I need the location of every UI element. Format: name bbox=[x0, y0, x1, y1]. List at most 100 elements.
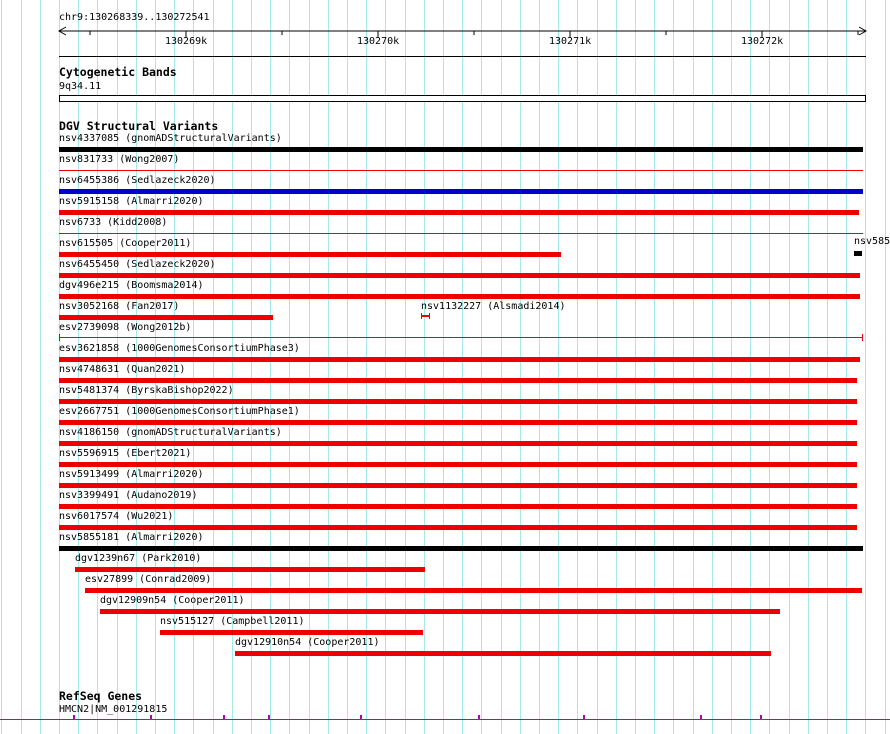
position-label: chr9:130268339..130272541 bbox=[59, 12, 210, 23]
exon-tick[interactable] bbox=[73, 715, 75, 720]
variant-label[interactable]: nsv5481374 (ByrskaBishop2022) bbox=[59, 385, 234, 396]
variant-label[interactable]: dgv1239n67 (Park2010) bbox=[75, 553, 202, 564]
variant-label[interactable]: nsv615505 (Cooper2011) bbox=[59, 238, 192, 249]
variant-label[interactable]: nsv831733 (Wong2007) bbox=[59, 154, 180, 165]
gridline bbox=[366, 0, 368, 734]
variant-bar[interactable] bbox=[59, 189, 863, 194]
gridline bbox=[750, 0, 752, 734]
ruler-tick-label: 130272k bbox=[741, 36, 784, 47]
gridline bbox=[385, 0, 387, 734]
gridline bbox=[308, 0, 310, 734]
variant-label[interactable]: nsv5915158 (Almarri2020) bbox=[59, 196, 204, 207]
variant-bar[interactable] bbox=[59, 147, 863, 152]
variant-bar[interactable] bbox=[59, 420, 857, 425]
variant-bar[interactable] bbox=[854, 251, 862, 256]
variant-label[interactable]: nsv6455386 (Sedlazeck2020) bbox=[59, 175, 216, 186]
variant-label[interactable]: esv2739098 (Wong2012b) bbox=[59, 322, 192, 333]
gridline bbox=[596, 0, 598, 734]
variant-bar[interactable] bbox=[59, 462, 857, 467]
variant-label[interactable]: dgv12909n54 (Cooper2011) bbox=[100, 595, 245, 606]
variant-bar[interactable] bbox=[59, 441, 857, 446]
variant-bar[interactable] bbox=[59, 357, 860, 362]
gridline bbox=[788, 0, 790, 734]
gridline bbox=[59, 0, 60, 734]
variant-bar[interactable] bbox=[59, 294, 860, 299]
variant-bar[interactable] bbox=[59, 483, 857, 488]
variant-bar[interactable] bbox=[160, 630, 423, 635]
variant-label[interactable]: esv3621858 (1000GenomesConsortiumPhase3) bbox=[59, 343, 300, 354]
gridline bbox=[615, 0, 617, 734]
gridline bbox=[692, 0, 694, 734]
exon-tick[interactable] bbox=[223, 715, 225, 720]
gridline bbox=[155, 0, 156, 734]
variant-label[interactable]: esv27899 (Conrad2009) bbox=[85, 574, 212, 585]
variant-bar[interactable] bbox=[59, 233, 863, 234]
variant-label[interactable]: nsv515127 (Campbell2011) bbox=[160, 616, 305, 627]
cytoband-name: 9q34.11 bbox=[59, 81, 102, 92]
variant-label[interactable]: nsv4337085 (gnomADStructuralVariants) bbox=[59, 133, 282, 144]
variant-bar[interactable] bbox=[421, 315, 430, 317]
variant-label[interactable]: nsv6733 (Kidd2008) bbox=[59, 217, 168, 228]
gridline bbox=[193, 0, 195, 734]
variant-bar[interactable] bbox=[59, 334, 60, 341]
variant-label[interactable]: dgv12910n54 (Cooper2011) bbox=[235, 637, 380, 648]
variant-label[interactable]: esv2667751 (1000GenomesConsortiumPhase1) bbox=[59, 406, 300, 417]
gridline bbox=[78, 0, 80, 734]
variant-label[interactable]: nsv6017574 (Wu2021) bbox=[59, 511, 174, 522]
gridline bbox=[327, 0, 329, 734]
gridline bbox=[97, 0, 99, 734]
gridline bbox=[1, 0, 3, 734]
gridline bbox=[231, 0, 233, 734]
variant-bar[interactable] bbox=[59, 210, 859, 215]
gridline bbox=[731, 0, 732, 734]
variant-label[interactable]: nsv4748631 (Quan2021) bbox=[59, 364, 186, 375]
gridline bbox=[212, 0, 214, 734]
variant-bar[interactable] bbox=[100, 609, 780, 614]
ruler bbox=[57, 26, 868, 37]
variant-label[interactable]: nsv3052168 (Fan2017) bbox=[59, 301, 180, 312]
cytoband-bar[interactable] bbox=[59, 95, 866, 102]
variant-bar[interactable] bbox=[59, 399, 857, 404]
refseq-gene-label[interactable]: HMCN2|NM_001291815 bbox=[59, 704, 168, 715]
gridline bbox=[135, 0, 137, 734]
exon-tick[interactable] bbox=[700, 715, 702, 720]
variant-label[interactable]: dgv496e215 (Boomsma2014) bbox=[59, 280, 204, 291]
exon-tick[interactable] bbox=[478, 715, 480, 720]
variant-label[interactable]: nsv6455450 (Sedlazeck2020) bbox=[59, 259, 216, 270]
exon-tick[interactable] bbox=[150, 715, 152, 720]
variant-bar[interactable] bbox=[59, 273, 860, 278]
exon-tick[interactable] bbox=[360, 715, 362, 720]
dgv-title: DGV Structural Variants bbox=[59, 119, 219, 133]
variant-label[interactable]: nsv1132227 (Alsmadi2014) bbox=[421, 301, 566, 312]
variant-bar[interactable] bbox=[59, 546, 863, 551]
variant-bar[interactable] bbox=[862, 334, 863, 341]
variant-bar[interactable] bbox=[59, 525, 857, 530]
gene-line[interactable] bbox=[0, 719, 890, 720]
variant-bar[interactable] bbox=[59, 315, 273, 320]
variant-bar[interactable] bbox=[59, 252, 561, 257]
exon-tick[interactable] bbox=[268, 715, 270, 720]
variant-bar[interactable] bbox=[75, 567, 425, 572]
ruler-tick-label: 130269k bbox=[165, 36, 208, 47]
gridline bbox=[846, 0, 848, 734]
gridline bbox=[174, 0, 176, 734]
variant-bar[interactable] bbox=[59, 170, 863, 171]
variant-bar[interactable] bbox=[59, 378, 857, 383]
variant-label[interactable]: nsv5855181 (Almarri2020) bbox=[59, 532, 204, 543]
variant-label[interactable]: nsv5596915 (Ebert2021) bbox=[59, 448, 192, 459]
variant-bar[interactable] bbox=[59, 337, 863, 338]
variant-bar[interactable] bbox=[235, 651, 771, 656]
exon-tick[interactable] bbox=[583, 715, 585, 720]
variant-label[interactable]: nsv5913499 (Almarri2020) bbox=[59, 469, 204, 480]
variant-bar[interactable] bbox=[429, 313, 430, 319]
gridline bbox=[884, 0, 886, 734]
variant-label[interactable]: nsv585 bbox=[854, 236, 890, 247]
exon-tick[interactable] bbox=[760, 715, 762, 720]
variant-bar[interactable] bbox=[59, 504, 857, 509]
gridline bbox=[347, 0, 348, 734]
ruler-tick-label: 130271k bbox=[549, 36, 592, 47]
variant-label[interactable]: nsv4186150 (gnomADStructuralVariants) bbox=[59, 427, 282, 438]
variant-bar[interactable] bbox=[85, 588, 862, 593]
variant-label[interactable]: nsv3399491 (Audano2019) bbox=[59, 490, 198, 501]
